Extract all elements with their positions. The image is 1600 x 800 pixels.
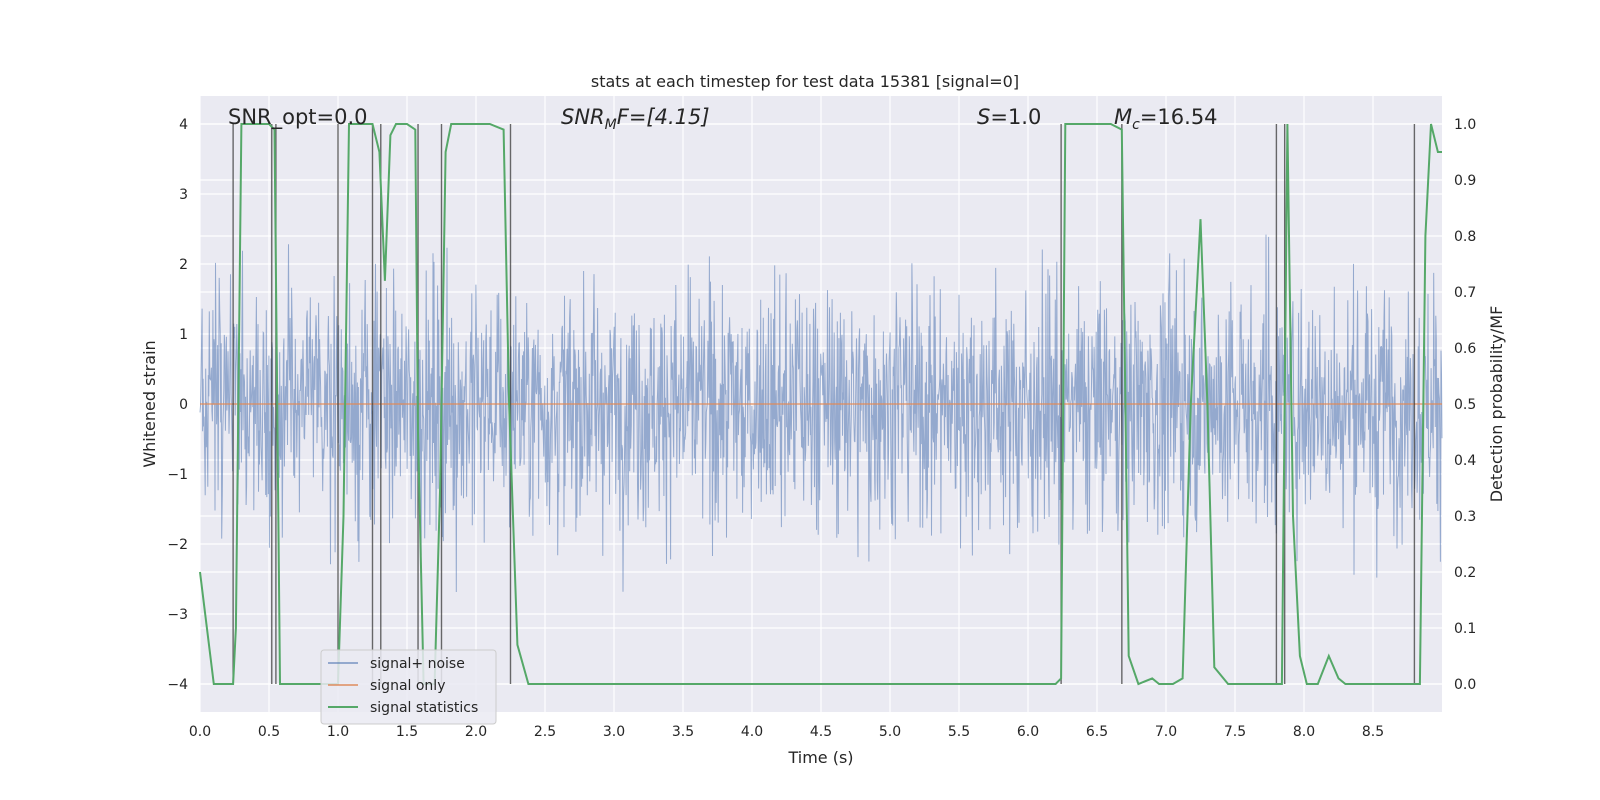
y-tick-label: 1 bbox=[179, 327, 188, 343]
y-tick-label: −1 bbox=[167, 467, 188, 483]
annotation-snr-mf-sub: M bbox=[605, 117, 617, 133]
x-tick-label: 1.0 bbox=[327, 724, 349, 740]
x-tick-label: 5.0 bbox=[879, 724, 901, 740]
legend-label-signal-noise: signal+ noise bbox=[370, 656, 465, 672]
annotation-mc: Mc=16.54 bbox=[1114, 105, 1218, 133]
y2-tick-label: 0.3 bbox=[1454, 509, 1476, 525]
annotation-s: S=1.0 bbox=[977, 105, 1041, 129]
x-tick-label: 0.5 bbox=[258, 724, 280, 740]
y-axis-ticks: −4 −3 −2 −1 0 1 2 3 4 bbox=[167, 117, 188, 693]
legend-label-signal-only: signal only bbox=[370, 678, 445, 694]
y2-tick-label: 0.9 bbox=[1454, 173, 1476, 189]
signal-noise-line bbox=[199, 234, 1443, 593]
annotation-snr-mf-label: SNR bbox=[561, 105, 605, 129]
y2-tick-label: 0.8 bbox=[1454, 229, 1476, 245]
x-tick-label: 7.5 bbox=[1224, 724, 1246, 740]
y2-axis-ticks: 0.0 0.1 0.2 0.3 0.4 0.5 0.6 0.7 0.8 0.9 1.0 bbox=[1454, 117, 1476, 693]
annotation-mc-rest: =16.54 bbox=[1140, 105, 1218, 129]
y-tick-label: −2 bbox=[167, 537, 188, 553]
x-axis-ticks: 0.0 0.5 1.0 1.5 2.0 2.5 3.0 3.5 4.0 4.5 5.0 5.5 6.0 6… bbox=[189, 724, 1384, 740]
annotation-snr-opt: SNR_opt=0.0 bbox=[228, 105, 368, 130]
x-tick-label: 0.0 bbox=[189, 724, 211, 740]
y2-tick-label: 0.7 bbox=[1454, 285, 1476, 301]
annotation-s-rest: =1.0 bbox=[990, 105, 1041, 129]
y-tick-label: 2 bbox=[179, 257, 188, 273]
x-tick-label: 6.5 bbox=[1086, 724, 1108, 740]
y-axis-label: Whitened strain bbox=[140, 340, 159, 467]
y-tick-label: 3 bbox=[179, 187, 188, 203]
x-tick-label: 7.0 bbox=[1155, 724, 1177, 740]
x-tick-label: 3.0 bbox=[603, 724, 625, 740]
legend: signal+ noise signal only signal statist… bbox=[320, 649, 497, 725]
annotation-snr-mf: SNRMF=[4.15] bbox=[561, 105, 710, 133]
y2-tick-label: 0.0 bbox=[1454, 677, 1476, 693]
legend-label-signal-statistics: signal statistics bbox=[370, 700, 478, 716]
x-axis-label: Time (s) bbox=[787, 748, 853, 767]
legend-box bbox=[320, 649, 497, 725]
x-tick-label: 6.0 bbox=[1017, 724, 1039, 740]
y-tick-label: 0 bbox=[179, 397, 188, 413]
x-tick-label: 4.0 bbox=[741, 724, 763, 740]
annotation-mc-label: M bbox=[1114, 105, 1132, 129]
y-tick-label: −4 bbox=[167, 677, 188, 693]
annotation-snr-mf-rest: F=[4.15] bbox=[617, 105, 710, 129]
y2-tick-label: 0.1 bbox=[1454, 621, 1476, 637]
x-tick-label: 4.5 bbox=[810, 724, 832, 740]
y2-tick-label: 0.2 bbox=[1454, 565, 1476, 581]
annotation-mc-sub: c bbox=[1132, 117, 1140, 133]
y2-tick-label: 1.0 bbox=[1454, 117, 1476, 133]
signal-noise-series bbox=[199, 234, 1443, 593]
annotation-s-label: S bbox=[977, 105, 990, 129]
x-tick-label: 5.5 bbox=[948, 724, 970, 740]
y2-axis-label: Detection probability/MF bbox=[1487, 306, 1506, 503]
chart-title: stats at each timestep for test data 153… bbox=[591, 72, 1019, 91]
y-tick-label: −3 bbox=[167, 607, 188, 623]
y-tick-label: 4 bbox=[179, 117, 188, 133]
y2-tick-label: 0.6 bbox=[1454, 341, 1476, 357]
x-tick-label: 8.5 bbox=[1362, 724, 1384, 740]
x-tick-label: 1.5 bbox=[396, 724, 418, 740]
x-tick-label: 3.5 bbox=[672, 724, 694, 740]
y2-tick-label: 0.5 bbox=[1454, 397, 1476, 413]
x-tick-label: 8.0 bbox=[1293, 724, 1315, 740]
x-tick-label: 2.5 bbox=[534, 724, 556, 740]
y2-tick-label: 0.4 bbox=[1454, 453, 1476, 469]
x-tick-label: 2.0 bbox=[465, 724, 487, 740]
